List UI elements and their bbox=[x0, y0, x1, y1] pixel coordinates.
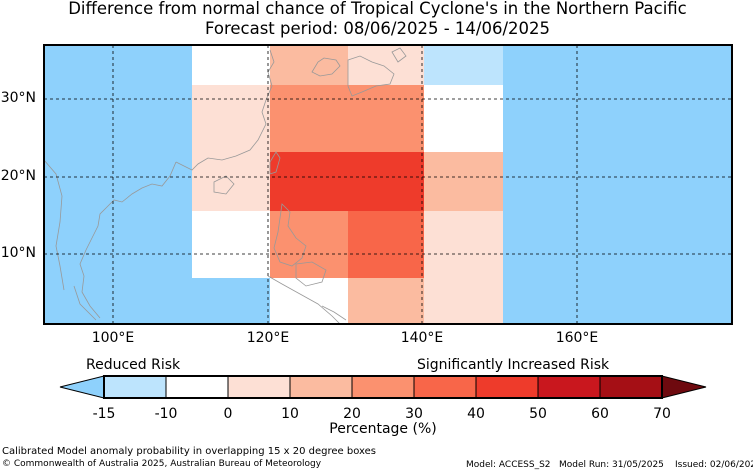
borneo-coastline bbox=[267, 275, 341, 325]
lat-label-10n: 10°N bbox=[0, 245, 36, 261]
korea-peninsula bbox=[311, 57, 341, 77]
box-0-10-southeast bbox=[424, 211, 503, 324]
lon-label-160e: 160°E bbox=[555, 330, 599, 346]
box-10-20-east bbox=[424, 152, 503, 211]
box-0-10-west bbox=[192, 85, 270, 152]
footer-model-run: Model Run: 31/05/2025 bbox=[559, 460, 664, 470]
indochina-coastline bbox=[79, 161, 177, 319]
colorbar-high-extension bbox=[661, 375, 707, 399]
box-10-20-bottom bbox=[348, 278, 424, 324]
colorbar-bin-6 bbox=[414, 376, 476, 398]
japan-islands bbox=[347, 55, 395, 97]
colorbar-tick: 20 bbox=[343, 406, 361, 422]
anomaly-boxes bbox=[192, 45, 503, 324]
malay-coastline bbox=[73, 285, 97, 321]
colorbar-bin-2 bbox=[166, 376, 228, 398]
lat-label-20n: 20°N bbox=[0, 168, 36, 184]
colorbar-bin-8 bbox=[538, 376, 600, 398]
map-frame bbox=[43, 44, 733, 325]
box-white-east bbox=[424, 85, 503, 152]
colorbar bbox=[59, 375, 707, 399]
colorbar-tick: 30 bbox=[405, 406, 423, 422]
colorbar-tick: 40 bbox=[467, 406, 485, 422]
map-title: Difference from normal chance of Tropica… bbox=[68, 0, 687, 18]
colorbar-bin-1 bbox=[104, 376, 166, 398]
box-20-30-north bbox=[270, 85, 424, 152]
colorbar-tick: -10 bbox=[154, 406, 178, 422]
japan-north bbox=[391, 47, 407, 63]
box-white-bottom bbox=[270, 278, 348, 324]
colorbar-tick: 0 bbox=[223, 406, 233, 422]
lon-label-140e: 140°E bbox=[400, 330, 444, 346]
philippines-south bbox=[295, 261, 327, 287]
colorbar-bin-4 bbox=[290, 376, 352, 398]
colorbar-tick: 10 bbox=[281, 406, 299, 422]
box-reduced-top bbox=[424, 45, 503, 85]
colorbar-bin-3 bbox=[228, 376, 290, 398]
colorbar-tick: 70 bbox=[653, 406, 671, 422]
colorbar-tick: 50 bbox=[529, 406, 547, 422]
box-0-10-top bbox=[348, 45, 424, 85]
box-20-30-phil bbox=[270, 211, 348, 278]
colorbar-tick: -15 bbox=[92, 406, 116, 422]
box-40-50-core bbox=[270, 152, 424, 211]
taiwan-island bbox=[269, 151, 281, 175]
footer-issued: Issued: 02/06/2025 bbox=[675, 460, 753, 470]
colorbar-tick: 60 bbox=[591, 406, 609, 422]
china-coastline bbox=[175, 49, 275, 171]
footer-copyright: © Commonwealth of Australia 2025, Austra… bbox=[2, 459, 322, 469]
lat-label-30n: 30°N bbox=[0, 90, 36, 106]
colorbar-low-extension bbox=[59, 375, 105, 399]
lon-label-100e: 100°E bbox=[91, 330, 135, 346]
coastlines bbox=[43, 47, 407, 325]
colorbar-bin-9 bbox=[600, 376, 662, 398]
forecast-period: Forecast period: 08/06/2025 - 14/06/2025 bbox=[204, 19, 551, 38]
lon-label-120e: 120°E bbox=[246, 330, 290, 346]
graticule bbox=[44, 45, 732, 324]
colorbar-bin-7 bbox=[476, 376, 538, 398]
box-30-40-south bbox=[348, 211, 424, 278]
colorbar-bin-5 bbox=[352, 376, 414, 398]
box-white-south bbox=[192, 211, 270, 278]
reduced-risk-label: Reduced Risk bbox=[86, 357, 181, 373]
footer-note: Calibrated Model anomaly probability in … bbox=[2, 446, 377, 457]
colorbar-frame bbox=[103, 375, 663, 399]
colorbar-axis-label: Percentage (%) bbox=[329, 421, 437, 437]
increased-risk-label: Significantly Increased Risk bbox=[417, 357, 610, 373]
philippines-north bbox=[273, 203, 307, 267]
bay-coastline bbox=[43, 159, 65, 291]
box-10-20-top-a bbox=[270, 45, 348, 85]
footer-model: Model: ACCESS_S2 bbox=[466, 460, 551, 470]
sulawesi-coastline bbox=[321, 305, 347, 321]
